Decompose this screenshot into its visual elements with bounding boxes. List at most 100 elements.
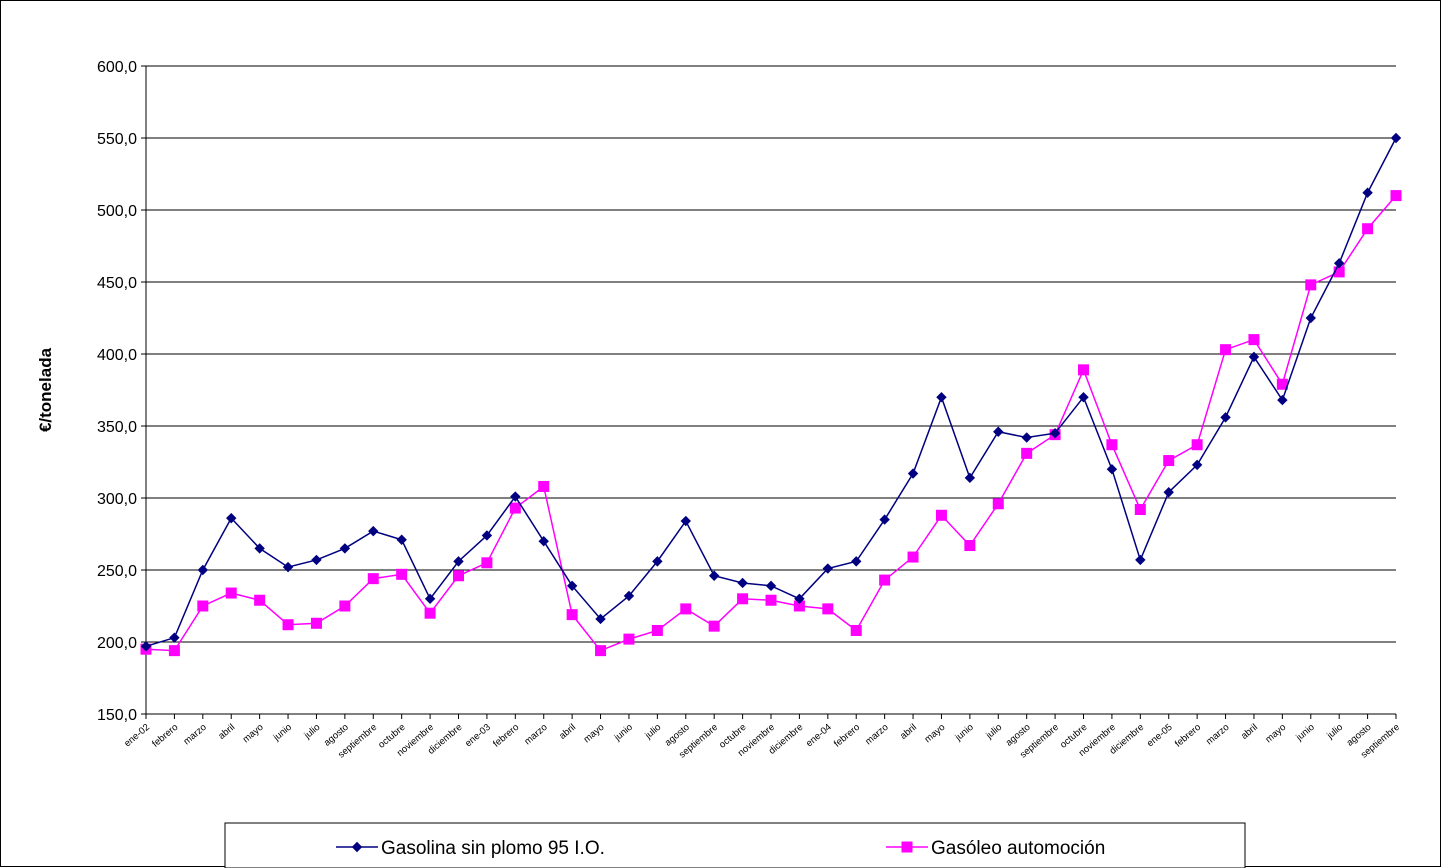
x-tick-label: febrero [832,722,862,750]
data-point [623,590,635,602]
data-point [282,619,294,631]
axes [145,66,1396,715]
x-tick-label: julio [643,722,664,742]
data-point [1191,439,1203,451]
series-square [140,190,1402,657]
data-point [168,645,180,657]
x-tick-label: mayo [923,722,948,745]
x-tick-label: ene-02 [122,722,152,749]
y-tick-label: 500,0 [97,203,137,220]
data-point [964,540,976,552]
x-tick-label: junio [612,722,635,744]
data-point [765,594,777,606]
x-tick-label: julio [1324,722,1345,742]
data-point [1305,279,1317,291]
series-diamond [140,132,1402,652]
data-point [1390,190,1402,202]
legend-marker [901,841,913,853]
data-point [1135,554,1146,566]
legend-box [224,822,1246,868]
data-point [907,551,919,563]
x-tick-label: marzo [863,722,890,747]
data-point [1049,427,1061,439]
x-tick-label: ene-03 [463,722,493,749]
data-point [509,502,521,514]
x-tick-label: febrero [1173,722,1203,750]
data-point [737,593,749,605]
data-point [140,641,152,652]
y-tick-label: 350,0 [97,419,137,436]
x-tick-label: febrero [150,722,180,750]
data-point [680,603,692,615]
x-tick-label: abril [557,722,578,742]
data-point [339,600,351,612]
y-tick-label: 200,0 [97,635,137,652]
data-point [311,554,322,566]
data-point [794,593,805,605]
data-point [424,593,436,605]
data-point [481,530,493,541]
x-tick-label: abril [898,722,919,742]
data-point [651,624,663,636]
data-point [1191,459,1203,471]
legend-label: Gasolina sin plomo 95 I.O. [381,838,605,859]
data-point [850,624,862,636]
data-point [879,574,891,586]
data-point [1163,487,1174,498]
legend-item: Gasóleo automoción [886,838,1105,859]
legend: Gasolina sin plomo 95 I.O. Gasóleo automo… [224,822,1246,868]
data-point [396,568,408,580]
data-point [1248,334,1260,346]
data-point [1333,258,1345,269]
data-point [453,570,464,582]
legend-item: Gasolina sin plomo 95 I.O. [336,838,605,859]
data-point [538,535,549,547]
data-point [538,480,550,492]
x-tick-label: junio [271,722,294,744]
y-axis-ticks: 150,0 200,0 250,0 300,0 350,0 400,0 450,0 500,0… [97,59,146,724]
x-tick-label: mayo [1263,722,1288,745]
data-point [225,587,237,599]
data-point [254,594,266,606]
data-point [566,580,578,592]
gridlines [146,65,1396,643]
series-layer [140,132,1402,657]
data-point [396,534,407,545]
data-point [566,609,578,621]
data-point [595,645,607,657]
data-point [1390,132,1402,144]
x-tick-label: marzo [1204,722,1231,747]
data-point [481,557,493,569]
data-point [1305,312,1316,324]
x-tick-label: junio [953,722,976,744]
data-point [907,468,919,479]
data-point [1277,394,1288,406]
y-axis-title: €/tonelada [36,347,55,432]
data-point [1163,455,1175,467]
data-point [708,570,720,581]
data-point [1248,351,1260,363]
x-tick-label: junio [1293,722,1316,744]
x-tick-label: mayo [582,722,607,745]
data-point [1134,504,1146,516]
data-point [197,600,209,612]
x-tick-label: ene-04 [804,722,834,749]
x-tick-label: abril [1239,722,1260,742]
data-point [510,491,521,502]
x-tick-label: mayo [241,722,266,745]
data-point [851,556,862,567]
data-point [339,543,351,554]
data-point [964,472,976,484]
data-point [652,556,663,567]
x-tick-label: abril [216,722,237,742]
x-tick-label: marzo [181,722,208,747]
y-tick-label: 150,0 [97,707,137,724]
x-tick-label: julio [302,722,323,742]
y-tick-label: 450,0 [97,275,137,292]
data-point [595,613,606,625]
data-point [992,498,1004,510]
y-tick-label: 250,0 [97,563,137,580]
